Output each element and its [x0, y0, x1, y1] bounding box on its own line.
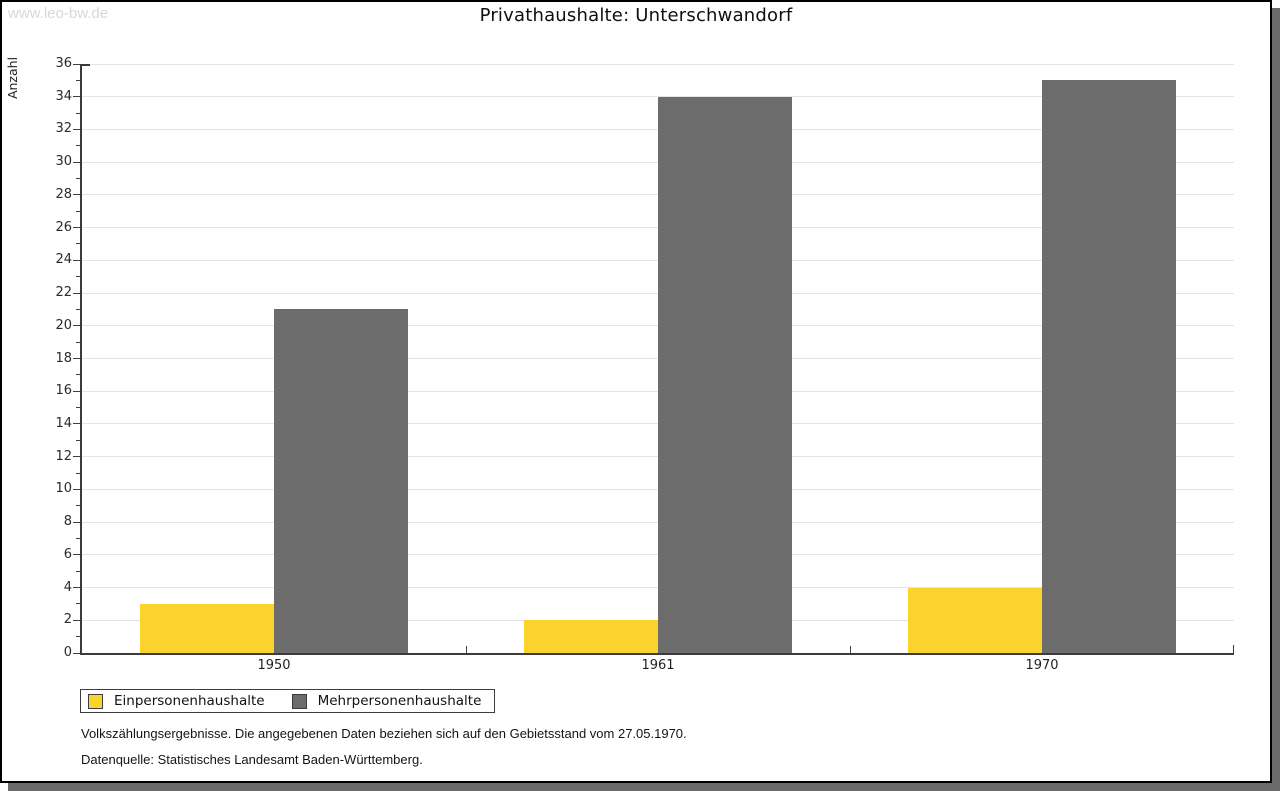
footnote-data-source: Datenquelle: Statistisches Landesamt Bad… — [81, 752, 423, 767]
legend-item: Einpersonenhaushalte — [88, 693, 265, 709]
y-major-tick — [73, 554, 80, 556]
x-category-label: 1970 — [1025, 658, 1059, 673]
y-major-tick — [73, 358, 80, 359]
y-tick-label: 6 — [63, 546, 72, 562]
y-tick-label: 30 — [55, 154, 72, 170]
y-tick-label: 34 — [55, 88, 72, 104]
y-minor-tick — [76, 636, 80, 638]
legend-item: Mehrpersonenhaushalte — [291, 693, 482, 709]
y-tick-label: 20 — [55, 317, 72, 333]
y-tick-label: 24 — [55, 252, 72, 268]
y-major-tick — [73, 292, 80, 294]
y-minor-tick — [76, 79, 80, 81]
y-minor-tick — [76, 308, 80, 310]
y-minor-tick — [76, 145, 80, 147]
gridline — [82, 96, 1234, 98]
y-major-tick — [73, 619, 80, 621]
y-major-tick — [73, 423, 80, 425]
y-tick-label: 22 — [55, 285, 72, 301]
y-tick-label: 26 — [55, 219, 72, 235]
legend-swatch — [291, 693, 307, 709]
y-minor-tick — [76, 439, 80, 441]
y-tick-label: 16 — [55, 383, 72, 399]
y-tick-label: 36 — [55, 56, 72, 71]
y-major-tick — [73, 63, 80, 65]
x-axis-end-cap — [1232, 645, 1234, 653]
y-major-tick — [73, 96, 80, 98]
y-major-tick — [73, 587, 80, 589]
y-tick-label: 28 — [55, 186, 72, 202]
x-category-label: 1950 — [257, 658, 291, 673]
y-tick-label: 0 — [63, 645, 72, 660]
y-major-tick — [73, 161, 80, 163]
y-major-tick — [73, 652, 80, 654]
y-major-tick — [73, 259, 80, 261]
bar-einpersonenhaushalte-1961 — [524, 620, 658, 653]
y-major-tick — [73, 521, 80, 523]
y-minor-tick — [76, 407, 80, 409]
y-tick-label: 4 — [63, 579, 72, 595]
x-boundary-tick — [849, 646, 851, 653]
legend-label: Einpersonenhaushalte — [114, 693, 265, 709]
x-boundary-tick — [465, 646, 467, 653]
y-tick-label: 18 — [55, 350, 72, 366]
y-minor-tick — [76, 210, 80, 212]
plot-area — [80, 63, 1234, 655]
y-tick-label: 32 — [55, 121, 72, 137]
y-axis-title: Anzahl — [5, 56, 20, 100]
y-major-tick — [73, 227, 80, 229]
y-minor-tick — [76, 374, 80, 376]
y-minor-tick — [76, 505, 80, 507]
bar-einpersonenhaushalte-1950 — [140, 603, 274, 653]
legend: Einpersonenhaushalte Mehrpersonenhaushalt… — [80, 689, 496, 713]
legend-label: Mehrpersonenhaushalte — [317, 693, 482, 709]
y-minor-tick — [76, 603, 80, 605]
bar-mehrpersonenhaushalte-1970 — [1042, 80, 1176, 653]
watermark: www.leo-bw.de — [8, 5, 109, 22]
y-major-tick — [73, 128, 80, 130]
bar-einpersonenhaushalte-1970 — [908, 587, 1042, 653]
y-major-tick — [73, 194, 80, 196]
chart-title: Privathaushalte: Unterschwandorf — [479, 5, 793, 26]
gridline — [82, 63, 1234, 65]
y-major-tick — [73, 456, 80, 458]
y-tick-label: 2 — [63, 612, 72, 628]
y-tick-label: 10 — [55, 481, 72, 497]
y-minor-tick — [76, 570, 80, 572]
y-minor-tick — [76, 341, 80, 343]
y-minor-tick — [76, 276, 80, 278]
y-minor-tick — [76, 472, 80, 474]
y-minor-tick — [76, 243, 80, 245]
y-minor-tick — [76, 178, 80, 180]
legend-swatch — [88, 693, 103, 709]
bar-mehrpersonenhaushalte-1950 — [274, 309, 408, 653]
y-tick-label: 12 — [55, 448, 72, 464]
y-major-tick — [73, 325, 80, 327]
x-category-label: 1961 — [641, 658, 675, 673]
y-axis-top-cap — [82, 64, 90, 66]
bar-mehrpersonenhaushalte-1961 — [658, 96, 792, 653]
footnote-source-note: Volkszählungsergebnisse. Die angegebenen… — [81, 726, 687, 741]
y-major-tick — [73, 488, 80, 490]
y-tick-label: 8 — [63, 514, 72, 530]
y-minor-tick — [76, 537, 80, 539]
y-minor-tick — [76, 112, 80, 114]
y-major-tick — [73, 390, 80, 392]
y-tick-label: 14 — [55, 415, 72, 431]
